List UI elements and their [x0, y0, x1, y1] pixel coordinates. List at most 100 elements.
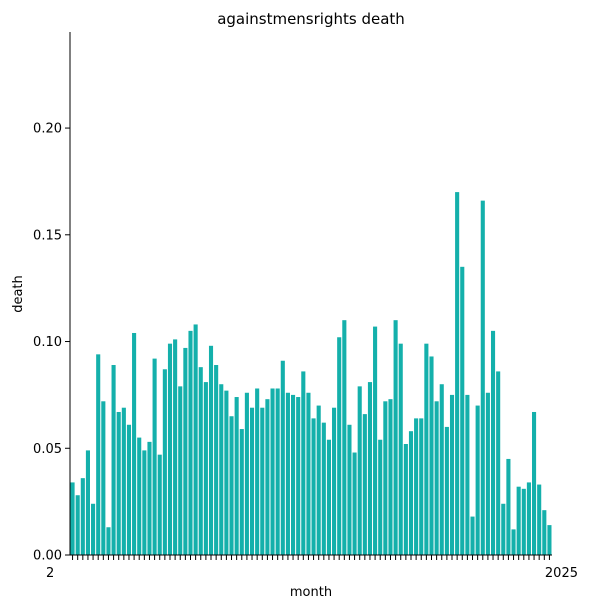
bar — [511, 529, 516, 555]
bar — [326, 439, 331, 555]
y-axis: 0.00 0.05 0.10 0.15 0.20 — [33, 32, 71, 564]
bar — [260, 407, 265, 555]
bar — [321, 422, 326, 555]
bar — [490, 330, 496, 555]
bar — [316, 405, 321, 555]
bar — [214, 365, 219, 555]
chart-title: againstmensrights death — [217, 10, 405, 28]
bar — [152, 358, 157, 555]
y-tick-label: 0.20 — [33, 122, 62, 137]
bar — [198, 367, 203, 555]
bar — [439, 384, 444, 555]
y-tick-label: 0.15 — [33, 228, 62, 243]
bar — [373, 326, 378, 555]
bar — [496, 371, 501, 555]
bar — [75, 495, 80, 555]
bar — [147, 441, 152, 555]
bar — [285, 392, 290, 555]
bar — [424, 343, 429, 555]
bar — [532, 411, 537, 555]
bar — [173, 339, 178, 555]
bar — [547, 525, 552, 555]
bars — [70, 192, 552, 555]
bar — [542, 510, 547, 555]
bar — [121, 407, 126, 555]
bar — [275, 388, 280, 555]
bar — [393, 320, 398, 555]
bar — [362, 414, 367, 555]
bar — [280, 360, 285, 555]
bar — [506, 458, 511, 555]
bar — [337, 337, 342, 555]
bar — [444, 426, 449, 555]
bar — [485, 392, 490, 555]
bar — [80, 478, 85, 555]
bar — [101, 401, 106, 555]
bar — [311, 418, 316, 555]
bar — [306, 392, 311, 555]
bar — [347, 424, 352, 555]
bar — [352, 452, 357, 555]
bar — [470, 516, 475, 555]
bar — [203, 382, 208, 555]
bar — [449, 394, 455, 555]
bar — [342, 320, 347, 555]
x-tick-label-first: 2 — [46, 566, 54, 581]
bar — [106, 527, 111, 555]
bar — [480, 200, 485, 555]
bar — [132, 332, 137, 555]
bar — [501, 503, 506, 555]
bar — [455, 192, 460, 555]
bar — [516, 486, 521, 555]
y-axis-label: death — [11, 275, 26, 313]
bar — [296, 397, 301, 555]
bar — [434, 401, 439, 555]
bar — [178, 386, 183, 555]
bar — [208, 345, 214, 555]
bar — [521, 488, 526, 555]
bar — [301, 371, 306, 555]
bar — [244, 392, 249, 555]
bar — [183, 347, 188, 555]
bar — [398, 343, 403, 555]
bar — [526, 482, 531, 555]
bar — [332, 407, 337, 555]
bar — [193, 324, 198, 555]
bar — [291, 394, 296, 555]
bar — [96, 354, 101, 555]
bar — [403, 444, 408, 555]
bar — [388, 399, 393, 555]
bar — [367, 382, 373, 555]
bar — [465, 394, 470, 555]
bar — [234, 397, 239, 555]
bar — [116, 411, 121, 555]
bar — [460, 266, 465, 555]
bar — [249, 407, 255, 555]
bar — [167, 343, 173, 555]
bar — [265, 399, 270, 555]
bar — [162, 369, 167, 555]
bar — [70, 482, 75, 555]
x-axis-label: month — [290, 585, 332, 600]
bar — [224, 390, 229, 555]
bar — [85, 450, 90, 555]
bar — [157, 454, 162, 555]
bar — [111, 365, 116, 555]
bar — [219, 384, 224, 555]
bar — [137, 437, 142, 555]
bar — [419, 418, 424, 555]
bar — [408, 431, 414, 555]
bar — [378, 439, 383, 555]
bar — [91, 503, 96, 555]
bar — [126, 424, 132, 555]
bar — [255, 388, 260, 555]
bar — [429, 356, 434, 555]
bar — [414, 418, 419, 555]
bar — [357, 386, 362, 555]
bar — [475, 405, 480, 555]
bar — [270, 388, 275, 555]
y-tick-label: 0.00 — [33, 549, 62, 564]
bar — [188, 330, 193, 555]
bar — [229, 416, 234, 555]
